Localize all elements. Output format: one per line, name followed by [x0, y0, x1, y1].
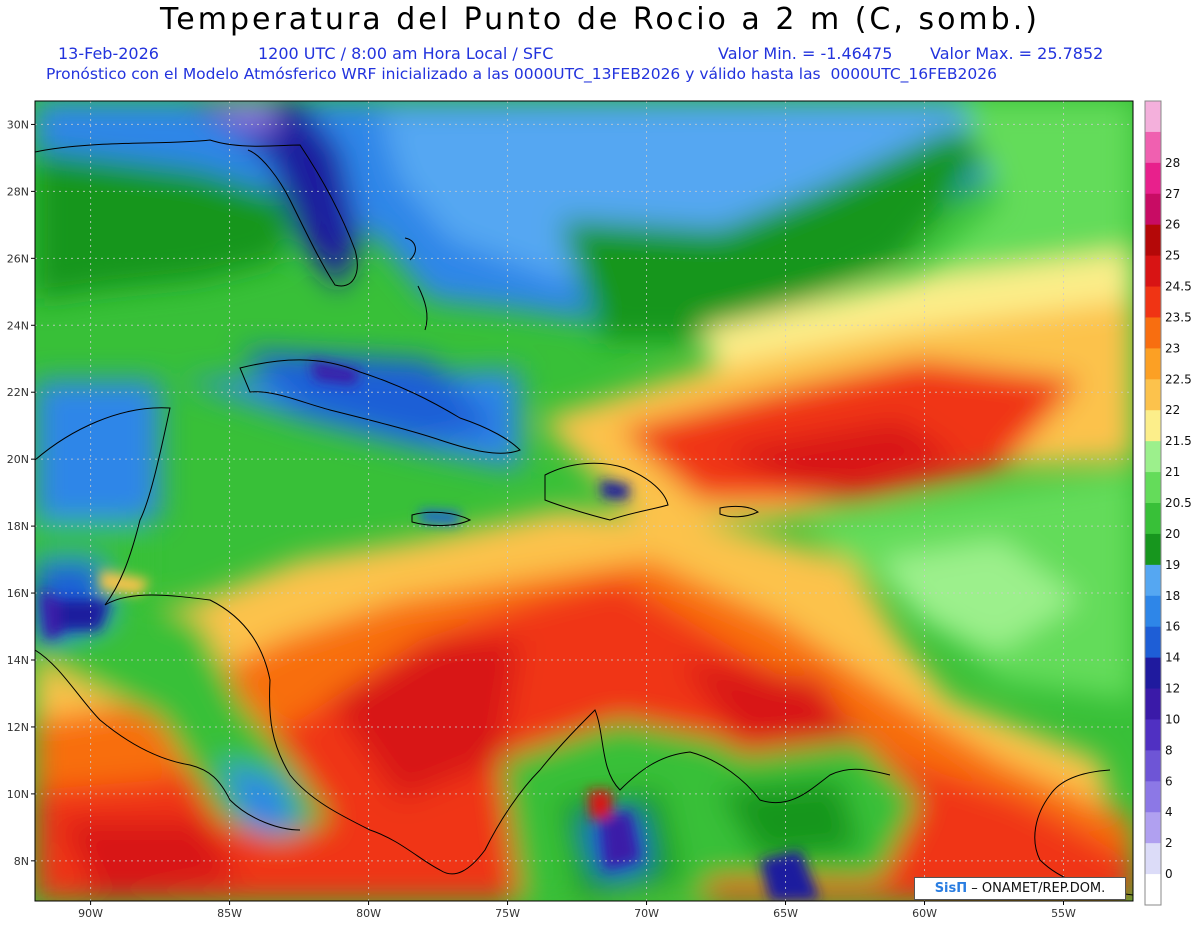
lat-tick-label: 22N — [7, 386, 29, 399]
colorbar-swatch — [1145, 781, 1161, 813]
lat-tick-label: 8N — [14, 855, 29, 868]
colorbar-label: 18 — [1165, 589, 1180, 603]
colorbar-label: 22 — [1165, 403, 1180, 417]
colorbar-label: 26 — [1165, 218, 1180, 232]
colorbar-border — [1144, 100, 1162, 906]
colorbar-swatch — [1145, 688, 1161, 720]
colorbar-label: 23.5 — [1165, 310, 1192, 324]
colorbar-label: 8 — [1165, 743, 1173, 757]
colorbar-swatch — [1145, 843, 1161, 875]
colorbar-label: 20 — [1165, 527, 1180, 541]
colorbar-label: 16 — [1165, 620, 1180, 634]
lon-tick-label: 75W — [495, 907, 520, 920]
colorbar-swatch — [1145, 874, 1161, 906]
credit-box: SisΠ – ONAMET/REP.DOM. — [914, 877, 1126, 900]
lat-tick-label: 14N — [7, 654, 29, 667]
lat-tick-label: 12N — [7, 721, 29, 734]
lat-tick-label: 24N — [7, 319, 29, 332]
colorbar-swatch — [1145, 503, 1161, 535]
colorbar-swatch — [1145, 441, 1161, 473]
colorbar-swatch — [1145, 255, 1161, 288]
lat-tick-label: 28N — [7, 185, 29, 198]
colorbar-label: 6 — [1165, 774, 1173, 788]
lon-tick-label: 70W — [634, 907, 659, 920]
colorbar-swatch — [1145, 472, 1161, 504]
colorbar-label: 21.5 — [1165, 434, 1192, 448]
lat-tick-label: 10N — [7, 788, 29, 801]
lat-tick-label: 30N — [7, 118, 29, 131]
colorbar-label: 2 — [1165, 836, 1173, 850]
colorbar-label: 20.5 — [1165, 496, 1192, 510]
valid-time: 1200 UTC / 8:00 am Hora Local / SFC — [258, 44, 554, 63]
lon-tick-label: 60W — [912, 907, 937, 920]
colorbar-swatch — [1145, 286, 1161, 318]
forecast-info: Pronóstico con el Modelo Atmósferico WRF… — [46, 65, 997, 83]
colorbar-swatch — [1145, 564, 1161, 597]
colorbar-label: 25 — [1165, 249, 1180, 263]
colorbar-label: 28 — [1165, 156, 1180, 170]
valid-date: 13-Feb-2026 — [58, 44, 159, 63]
colorbar-label: 14 — [1165, 651, 1180, 665]
lon-tick-label: 90W — [78, 907, 103, 920]
sisp-logo: SisΠ — [934, 881, 968, 896]
colorbar-swatch — [1145, 657, 1161, 690]
colorbar-swatch — [1145, 348, 1161, 380]
colorbar-label: 27 — [1165, 187, 1180, 201]
colorbar-label: 22.5 — [1165, 372, 1192, 386]
colorbar-swatch — [1145, 224, 1161, 257]
colorbar-swatch — [1145, 533, 1161, 566]
lat-tick-label: 18N — [7, 520, 29, 533]
coastlines — [35, 139, 1133, 896]
colorbar-label: 19 — [1165, 558, 1180, 572]
lon-tick-label: 85W — [217, 907, 242, 920]
colorbar-swatch — [1145, 812, 1161, 844]
lon-tick-label: 65W — [773, 907, 798, 920]
colorbar-label: 23 — [1165, 341, 1180, 355]
map-frame — [34, 100, 1134, 902]
colorbar-label: 24.5 — [1165, 280, 1192, 294]
colorbar-label: 21 — [1165, 465, 1180, 479]
colorbar-swatch — [1145, 379, 1161, 411]
lat-tick-label: 20N — [7, 453, 29, 466]
colorbar-swatch — [1145, 131, 1161, 164]
colorbar-swatch — [1145, 626, 1161, 659]
colorbar: 0 2 4 6 8 10 12 14 16 18 19 20 20.5 21 21.5 22 22.5 23 23.… — [1144, 100, 1192, 906]
colorbar-label: 10 — [1165, 712, 1180, 726]
latitude-ticks: 30N 28N 26N 24N 22N 20N 18N 16N 14N 12N 10N 8N — [7, 118, 35, 868]
lon-tick-label: 80W — [356, 907, 381, 920]
colorbar-swatch — [1145, 101, 1161, 133]
dewpoint-field — [35, 101, 1133, 901]
colorbar-swatch — [1145, 595, 1161, 628]
map-title: Temperatura del Punto de Rocio a 2 m (C,… — [160, 2, 1040, 37]
colorbar-swatch — [1145, 750, 1161, 782]
min-value: Valor Min. = -1.46475 — [718, 44, 893, 63]
lat-tick-label: 16N — [7, 587, 29, 600]
colorbar-swatch — [1145, 410, 1161, 442]
colorbar-swatch — [1145, 162, 1161, 195]
colorbar-label: 0 — [1165, 867, 1173, 881]
lat-tick-label: 26N — [7, 252, 29, 265]
max-value: Valor Max. = 25.7852 — [930, 44, 1104, 63]
colorbar-swatch — [1145, 317, 1161, 349]
colorbar-label: 12 — [1165, 682, 1180, 696]
colorbar-label: 4 — [1165, 805, 1173, 819]
credit-text: – ONAMET/REP.DOM. — [971, 881, 1106, 896]
lon-tick-label: 55W — [1051, 907, 1076, 920]
colorbar-swatch — [1145, 719, 1161, 751]
colorbar-swatch — [1145, 193, 1161, 226]
longitude-ticks: 90W 85W 80W 75W 70W 65W 60W 55W — [78, 901, 1076, 920]
